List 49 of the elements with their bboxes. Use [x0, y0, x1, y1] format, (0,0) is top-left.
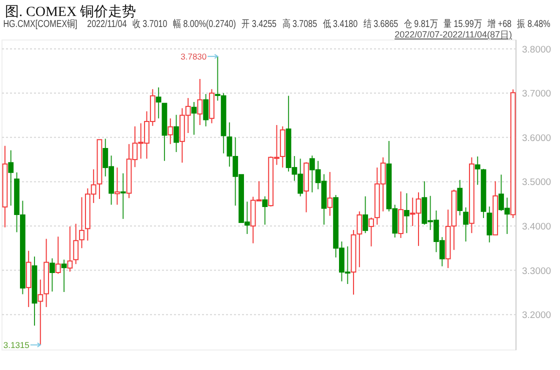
candlestick	[191, 102, 197, 136]
annotation: 3.1315	[3, 340, 30, 350]
text: 增 +68	[486, 18, 512, 30]
candlestick	[404, 192, 410, 234]
y-tick-label: 3.2000	[522, 310, 552, 322]
chart-title: 图. COMEX 铜价走势	[5, 4, 136, 20]
text: 仓 9.81万	[404, 18, 438, 30]
candlestick	[79, 196, 84, 249]
candlestick	[457, 179, 463, 216]
candlestick	[398, 190, 404, 238]
text: 结 3.6865	[363, 18, 398, 30]
candlestick	[120, 172, 126, 220]
candlestick	[168, 118, 174, 145]
candlestick	[156, 86, 162, 119]
candlestick	[356, 210, 362, 268]
text: HG.CMX[COMEX铜]	[3, 18, 78, 30]
candlestick	[8, 150, 14, 206]
candlestick	[174, 114, 179, 153]
candlestick	[61, 259, 67, 292]
candlestick	[55, 236, 61, 274]
y-tick-label: 3.6000	[522, 132, 552, 144]
y-tick-label: 3.3000	[522, 266, 552, 277]
candlestick	[474, 156, 480, 186]
candlestick	[463, 206, 468, 242]
annotation: 3.7830	[180, 51, 207, 62]
candlestick	[114, 167, 120, 206]
text: 振 8.48%	[517, 18, 550, 30]
candlestick	[262, 196, 268, 226]
y-tick-label: 3.7000	[522, 88, 552, 100]
text: 高 3.7085	[282, 18, 318, 30]
text: 开 3.4255	[242, 18, 277, 30]
candlestick	[203, 94, 209, 127]
candlestick	[73, 223, 79, 265]
candlestick	[50, 258, 55, 292]
text: 2022/11/04	[87, 18, 127, 30]
text: 量 15.99万	[444, 18, 482, 30]
candlestick	[67, 226, 73, 272]
candlestick	[362, 196, 368, 234]
candlestick	[197, 78, 203, 126]
text: 低 3.4180	[322, 18, 358, 30]
candlestick	[486, 206, 492, 243]
text: 幅 8.00%(0.2740)	[172, 18, 236, 30]
candlestick	[368, 217, 374, 247]
text: 收 3.7010	[132, 18, 168, 30]
y-tick-label: 3.5000	[522, 177, 552, 188]
candlestick	[327, 171, 333, 216]
y-tick-label: 3.4000	[522, 222, 552, 232]
text: 2022/07/07-2022/11/04(87日)	[394, 30, 512, 40]
y-tick-label: 3.8000	[522, 44, 552, 56]
